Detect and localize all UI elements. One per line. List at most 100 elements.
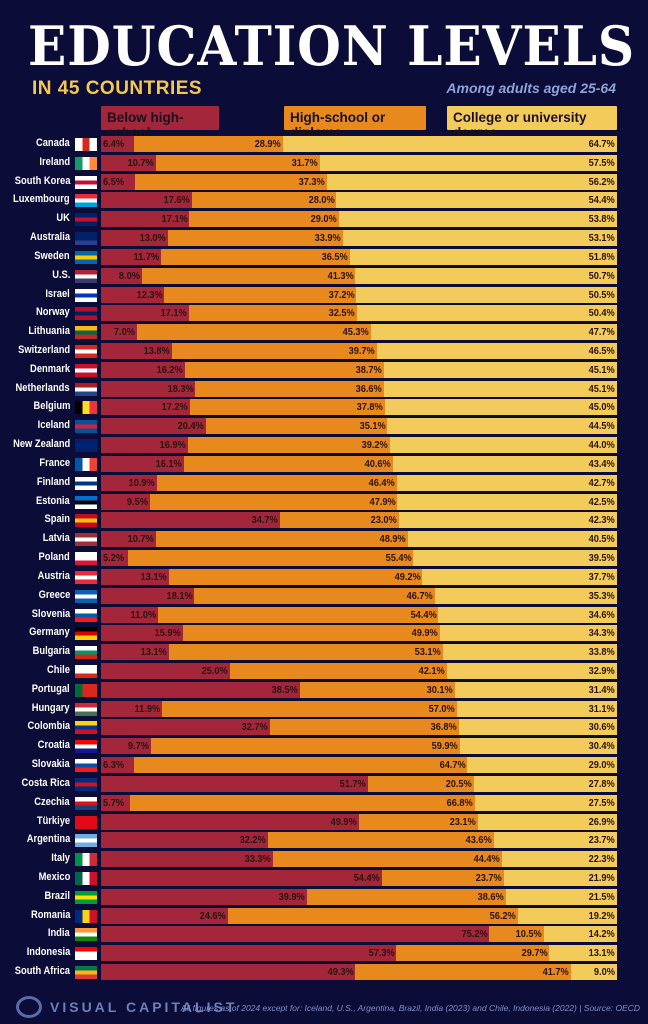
- country-label: Luxembourg: [13, 193, 70, 206]
- bar-segment-below-high-school: 6.3%: [101, 757, 134, 774]
- bar-segment-college: 64.7%: [283, 136, 617, 152]
- country-label: U.S.: [51, 268, 70, 281]
- country-label: Switzerland: [18, 344, 70, 357]
- data-label: 54.4%: [588, 194, 615, 207]
- flag-icon: [75, 890, 97, 904]
- bar-segment-college: 31.1%: [456, 700, 617, 717]
- bar-row: Colombia 32.7% 36.8% 30.6%: [0, 718, 648, 736]
- bar-segment-high-school: 39.2%: [188, 437, 391, 454]
- bar-row: Belgium 17.2% 37.8% 45.0%: [0, 398, 648, 416]
- data-label: 27.5%: [588, 796, 615, 809]
- country-label: Italy: [51, 852, 70, 865]
- flag-icon: [75, 363, 97, 377]
- country-label: New Zealand: [12, 438, 70, 451]
- data-label: 29.7%: [521, 947, 548, 960]
- bar-segment-below-high-school: 51.7%: [101, 775, 368, 792]
- bar-segment-below-high-school: 17.2%: [101, 399, 190, 416]
- chart-title: EDUCATION LEVELS: [28, 14, 636, 78]
- data-label: 40.5%: [588, 533, 615, 546]
- bar-segment-high-school: 59.9%: [151, 738, 461, 755]
- data-label: 30.1%: [426, 683, 453, 696]
- bar-row: Costa Rica 51.7% 20.5% 27.8%: [0, 775, 648, 793]
- data-label: 31.1%: [588, 702, 615, 715]
- country-label: Greece: [38, 588, 70, 601]
- stacked-bar: 13.8% 39.7% 46.5%: [101, 343, 617, 360]
- data-label: 12.3%: [136, 288, 163, 301]
- flag-icon: [75, 721, 97, 735]
- country-label: Costa Rica: [21, 776, 70, 789]
- bar-segment-high-school: 36.5%: [161, 248, 350, 265]
- bar-segment-below-high-school: 39.9%: [101, 888, 307, 905]
- bar-segment-below-high-school: 15.9%: [101, 625, 183, 642]
- data-label: 5.7%: [103, 796, 125, 809]
- data-label: 16.2%: [156, 363, 183, 376]
- bar-segment-college: 34.6%: [438, 606, 617, 623]
- data-label: 41.3%: [327, 269, 354, 282]
- flag-icon: [75, 476, 97, 490]
- bar-segment-below-high-school: 33.3%: [101, 851, 273, 868]
- stacked-bar: 5.7% 66.8% 27.5%: [101, 794, 617, 811]
- data-label: 28.9%: [254, 138, 282, 150]
- stacked-bar: 9.7% 59.9% 30.4%: [101, 738, 617, 755]
- data-label: 39.5%: [588, 552, 615, 565]
- flag-icon: [75, 853, 97, 867]
- bar-segment-below-high-school: 11.9%: [101, 700, 163, 717]
- data-label: 9.5%: [126, 495, 149, 508]
- data-label: 29.0%: [310, 213, 338, 226]
- bar-row: Slovakia 6.3% 64.7% 29.0%: [0, 756, 648, 774]
- flag-icon: [75, 664, 97, 678]
- country-label: Hungary: [32, 701, 70, 714]
- bar-row: Chile 25.0% 42.1% 32.9%: [0, 662, 648, 680]
- bar-segment-high-school: 39.7%: [172, 343, 378, 360]
- country-label: Australia: [29, 231, 70, 244]
- bar-segment-college: 39.5%: [413, 550, 617, 567]
- data-label: 34.6%: [588, 608, 615, 621]
- data-label: 42.1%: [419, 664, 446, 677]
- bar-segment-college: 26.9%: [478, 813, 617, 830]
- bar-row: Iceland 20.4% 35.1% 44.5%: [0, 417, 648, 435]
- bar-row: Slovenia 11.0% 54.4% 34.6%: [0, 606, 648, 624]
- data-label: 42.7%: [588, 476, 615, 489]
- stacked-bar: 17.2% 37.8% 45.0%: [101, 399, 617, 416]
- bar-segment-high-school: 49.9%: [182, 625, 441, 642]
- bar-row: Latvia 10.7% 48.9% 40.5%: [0, 530, 648, 548]
- flag-icon: [75, 702, 97, 716]
- stacked-bar: 13.0% 33.9% 53.1%: [101, 230, 617, 247]
- data-label: 23.0%: [370, 514, 397, 527]
- bar-segment-high-school: 64.7%: [133, 757, 468, 774]
- bar-segment-below-high-school: 16.2%: [101, 361, 185, 378]
- bar-row: Croatia 9.7% 59.9% 30.4%: [0, 737, 648, 755]
- country-label: Brazil: [44, 889, 70, 902]
- data-label: 16.1%: [155, 457, 182, 470]
- bar-segment-high-school: 35.1%: [206, 418, 388, 435]
- data-label: 34.3%: [588, 627, 615, 640]
- data-label: 75.2%: [461, 928, 488, 941]
- stacked-bar: 11.7% 36.5% 51.8%: [101, 248, 617, 265]
- data-label: 20.4%: [178, 420, 205, 433]
- population-note: Among adults aged 25-64: [446, 80, 616, 96]
- country-label: Slovakia: [32, 758, 70, 771]
- country-label: Slovenia: [31, 607, 70, 620]
- country-label: Chile: [47, 663, 70, 676]
- bar-row: Luxembourg 17.6% 28.0% 54.4%: [0, 191, 648, 209]
- data-label: 44.0%: [588, 439, 615, 452]
- bar-segment-below-high-school: 57.3%: [101, 945, 397, 962]
- bar-row: Australia 13.0% 33.9% 53.1%: [0, 229, 648, 247]
- flag-icon: [75, 269, 97, 283]
- data-label: 11.0%: [130, 608, 156, 621]
- data-label: 28.0%: [308, 194, 335, 207]
- data-label: 57.0%: [428, 702, 455, 715]
- data-label: 35.1%: [359, 420, 386, 433]
- data-label: 45.1%: [588, 363, 615, 376]
- bar-segment-below-high-school: 18.3%: [101, 380, 196, 397]
- bar-row: Hungary 11.9% 57.0% 31.1%: [0, 700, 648, 718]
- bar-segment-below-high-school: 34.7%: [101, 512, 281, 529]
- stacked-bar: 5.2% 55.4% 39.5%: [101, 550, 617, 567]
- flag-icon: [75, 646, 97, 660]
- bar-segment-below-high-school: 13.1%: [101, 644, 169, 661]
- bar-row: Sweden 11.7% 36.5% 51.8%: [0, 248, 648, 266]
- data-label: 22.3%: [588, 853, 615, 866]
- data-label: 13.0%: [139, 232, 167, 245]
- country-label: Canada: [36, 137, 70, 149]
- data-label: 50.7%: [588, 269, 615, 282]
